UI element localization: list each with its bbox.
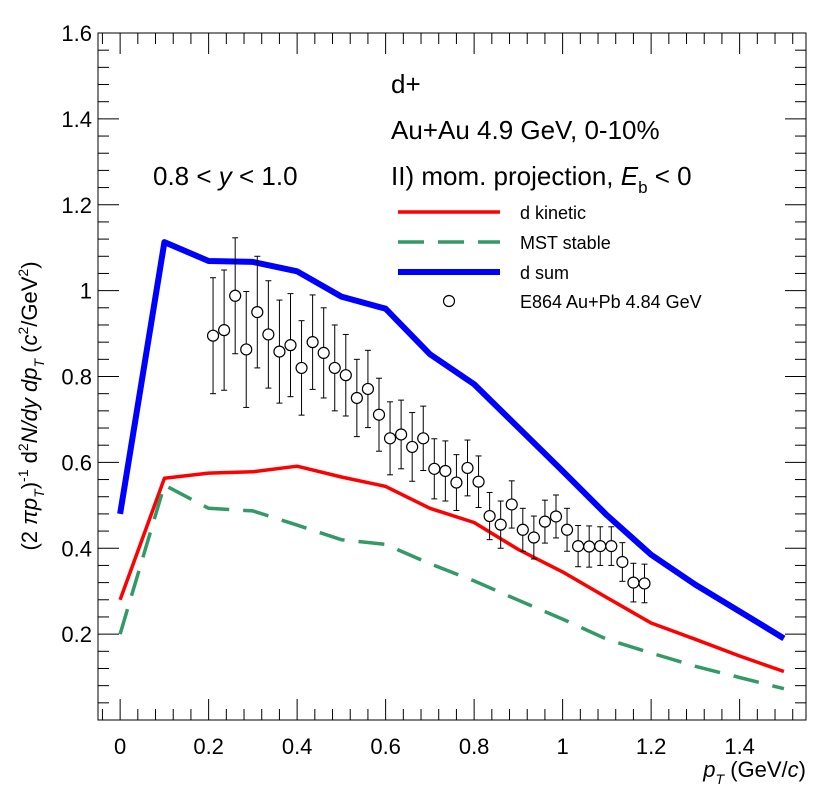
legend-label-d-sum: d sum [520, 263, 569, 283]
data-point [206, 329, 220, 342]
legend-label-mst-stable: MST stable [520, 233, 611, 253]
legend-marker-e864 [442, 294, 456, 308]
x-tick-label: 1.4 [724, 734, 755, 759]
x-tick-label: 1.2 [636, 734, 667, 759]
data-point [638, 577, 651, 590]
series-line-d-sum [117, 239, 786, 641]
data-markers [206, 237, 651, 604]
tick-labels: 0 0.2 0.4 0.6 0.8 1 1.2 1.4 0.2 0.4 0.6 0.8 1 1.2 1.4 1… [61, 21, 755, 759]
x-tick-label: 0 [114, 734, 126, 759]
data-point [516, 523, 529, 536]
annotation-system: Au+Au 4.9 GeV, 0-10% [391, 115, 660, 145]
data-point [616, 555, 629, 569]
data-point [439, 464, 452, 478]
curves [117, 239, 786, 691]
data-point [395, 428, 408, 441]
data-point [572, 540, 585, 553]
data-point [483, 509, 496, 523]
data-point [494, 518, 507, 531]
x-axis-title: pT (GeV/c) [702, 757, 806, 787]
annotation-reaction: d+ [391, 69, 421, 99]
data-point [549, 510, 563, 523]
data-point [505, 498, 518, 511]
data-point [317, 346, 330, 359]
data-point [527, 531, 540, 544]
x-tick-label: 0.4 [282, 734, 313, 759]
series-line-mst-stable [118, 483, 785, 691]
x-tick-label: 0.6 [370, 734, 401, 759]
y-tick-label: 1 [80, 279, 92, 304]
data-point [306, 336, 319, 349]
y-tick-label: 0.8 [61, 365, 92, 390]
data-point [273, 345, 286, 358]
rapidity-annotation: 0.8 < y < 1.0 [153, 161, 298, 191]
y-tick-label: 1.2 [61, 193, 92, 218]
y-tick-label: 0.4 [61, 536, 92, 561]
annotation-method: II) mom. projection, Eb < 0 [391, 161, 692, 197]
data-point [461, 461, 474, 475]
data-point [450, 476, 463, 489]
data-point [361, 382, 375, 396]
data-point [583, 540, 596, 553]
axis-ticks [98, 32, 806, 721]
y-tick-label: 1.6 [61, 21, 92, 46]
legend-label-d-kinetic: d kinetic [520, 203, 586, 223]
data-point [383, 432, 397, 445]
data-point [428, 462, 441, 475]
data-point [295, 361, 308, 375]
data-point [262, 328, 275, 341]
data-point [350, 391, 363, 405]
data-point [339, 369, 352, 382]
legend: d kinetic MST stable d sum E864 Au+Pb 4.… [398, 203, 702, 312]
data-point [240, 343, 253, 356]
data-point [605, 540, 618, 553]
data-point [229, 289, 242, 302]
data-point [627, 576, 640, 589]
plot-frame [97, 32, 807, 721]
y-tick-label: 1.4 [61, 107, 92, 132]
x-tick-label: 0.2 [193, 734, 224, 759]
data-point [560, 523, 574, 536]
legend-label-e864: E864 Au+Pb 4.84 GeV [520, 292, 702, 312]
data-point [417, 432, 430, 445]
data-point [251, 305, 264, 319]
data-point [218, 324, 231, 337]
data-point [372, 408, 386, 421]
data-point [406, 440, 419, 454]
series-line-d-kinetic [118, 464, 785, 674]
data-point [284, 339, 297, 352]
x-tick-label: 1 [557, 734, 569, 759]
data-point [328, 361, 341, 375]
y-tick-label: 0.6 [61, 450, 92, 475]
y-tick-label: 0.2 [61, 622, 92, 647]
y-axis-title: (2 πpT)-1 d2N/dy dpT (c2/GeV2) [15, 261, 47, 550]
x-tick-label: 0.8 [459, 734, 490, 759]
data-point [594, 540, 607, 553]
data-point [472, 475, 485, 488]
data-point [538, 515, 552, 528]
